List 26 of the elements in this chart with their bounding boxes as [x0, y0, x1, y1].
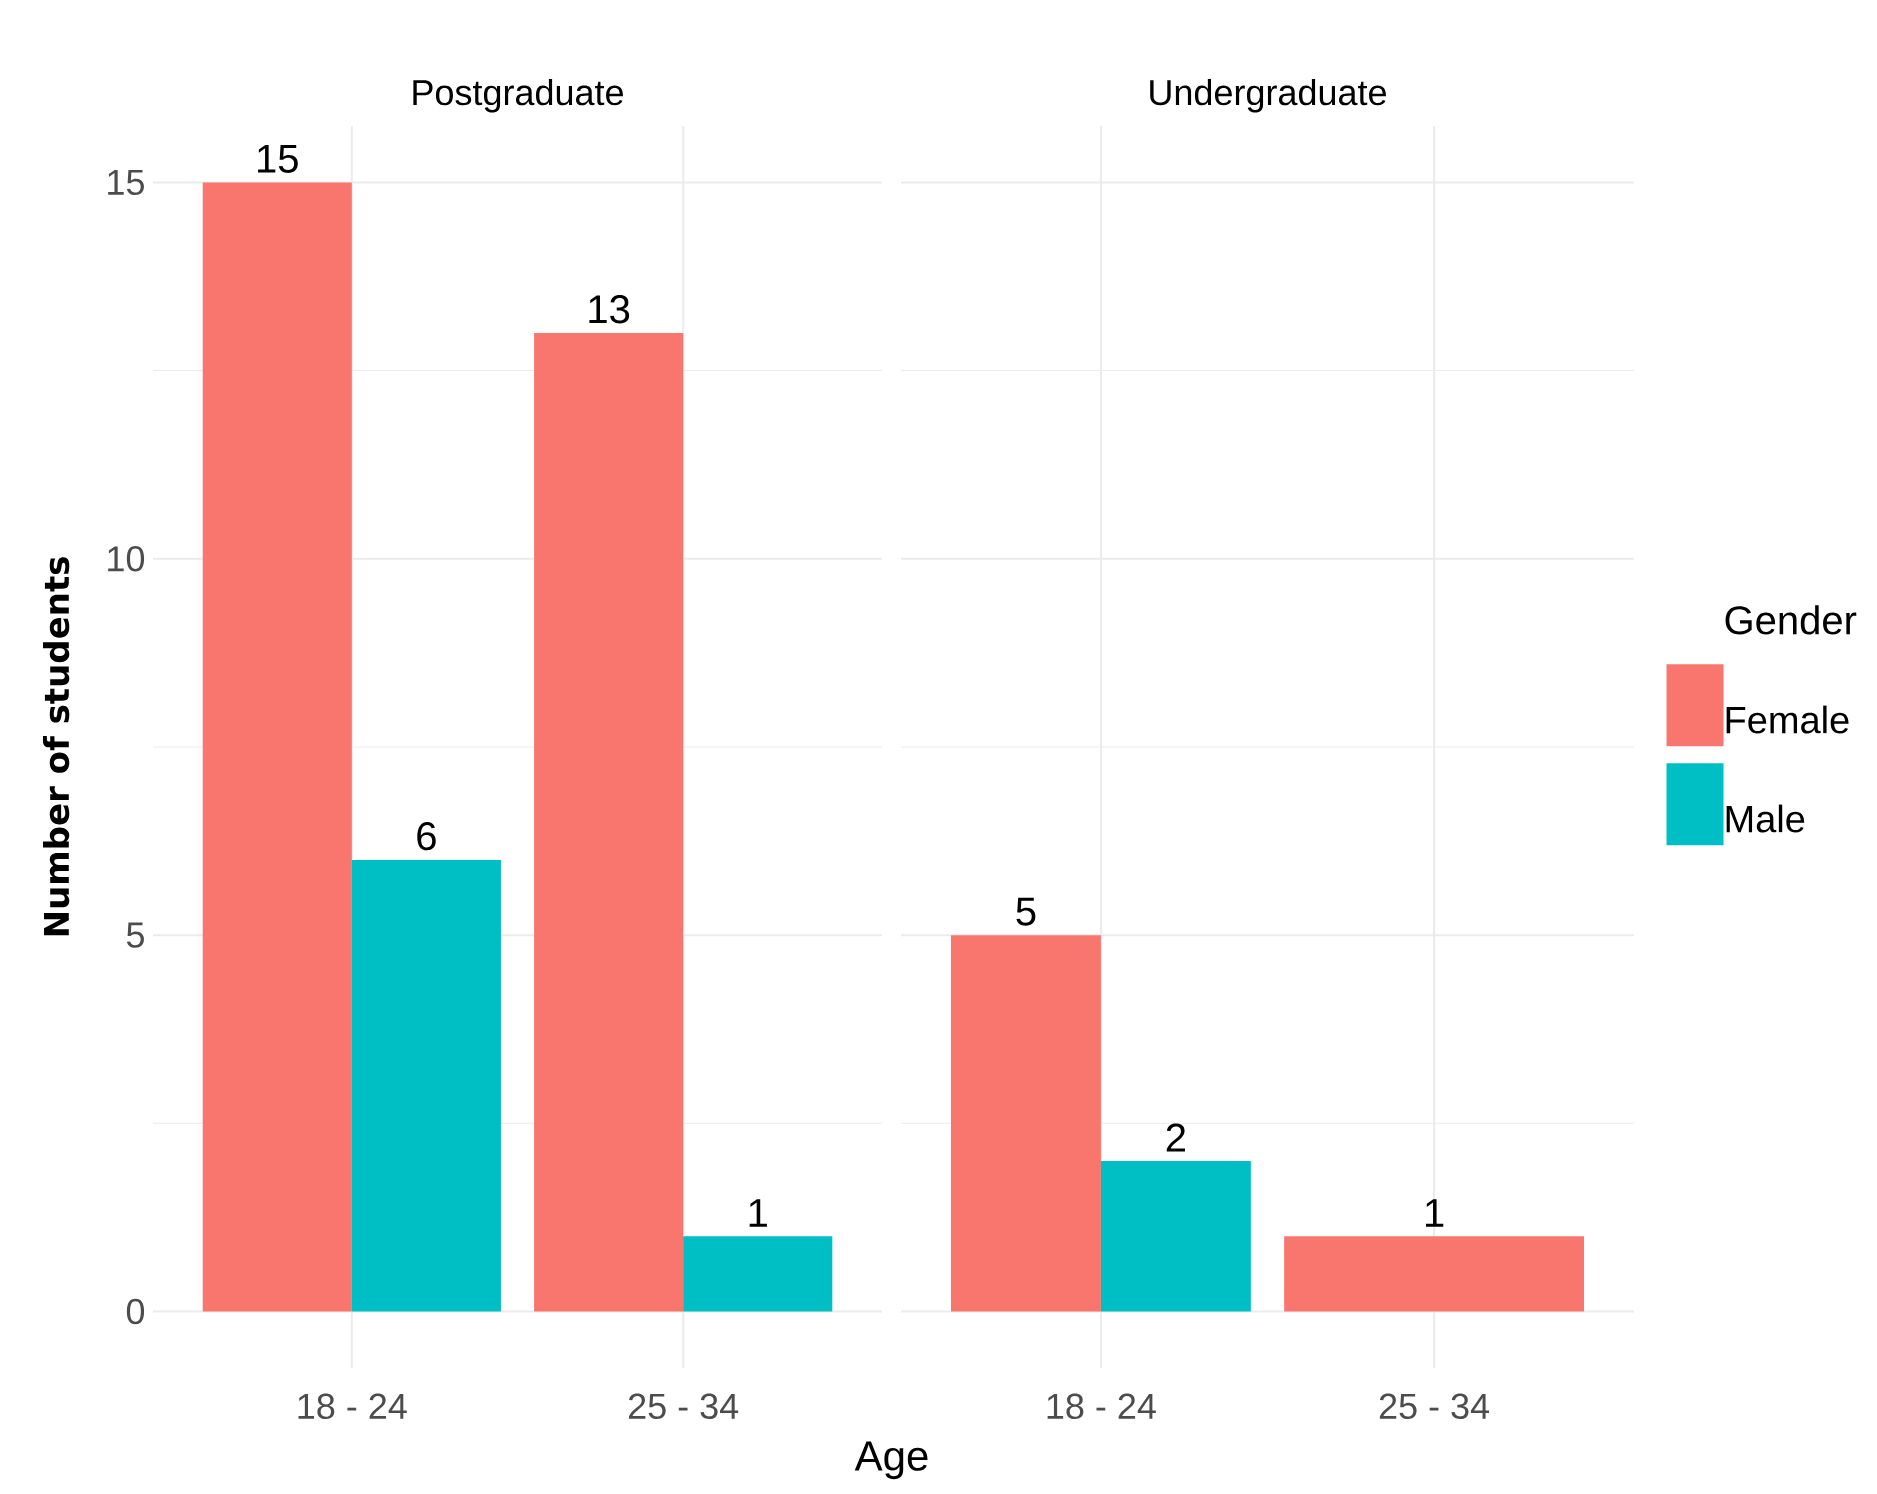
x-tick-label: 18 - 24 — [1047, 1393, 1156, 1419]
y-tick-label: 5 — [126, 922, 144, 948]
bar — [683, 1236, 833, 1312]
y-tick-label: 10 — [108, 546, 145, 572]
data-label: 2 — [1166, 1123, 1185, 1152]
data-label: 1 — [1426, 1199, 1444, 1227]
legend-label: Male — [1726, 804, 1805, 833]
x-axis-title: Age — [854, 1441, 928, 1480]
legend-label: Female — [1726, 705, 1849, 734]
data-label: 1 — [749, 1199, 767, 1227]
x-tick-label: 18 - 24 — [298, 1393, 407, 1419]
data-label: 13 — [589, 295, 630, 324]
bar — [534, 332, 684, 1312]
y-tick-label: 0 — [126, 1298, 145, 1325]
y-axis-title: Number of students — [42, 557, 70, 936]
bar — [351, 859, 501, 1312]
legend-title: Gender — [1725, 605, 1857, 635]
data-label: 6 — [417, 822, 436, 851]
data-label: 5 — [1016, 897, 1036, 926]
chart-title: Undergraduate — [1150, 78, 1386, 113]
x-tick-label: 25 - 34 — [1379, 1393, 1490, 1419]
chart-title: Postgraduate — [413, 78, 623, 113]
bar — [202, 182, 352, 1312]
data-label: 15 — [258, 145, 298, 173]
y-tick-label: 15 — [108, 169, 144, 195]
x-tick-label: 25 - 34 — [628, 1393, 739, 1419]
